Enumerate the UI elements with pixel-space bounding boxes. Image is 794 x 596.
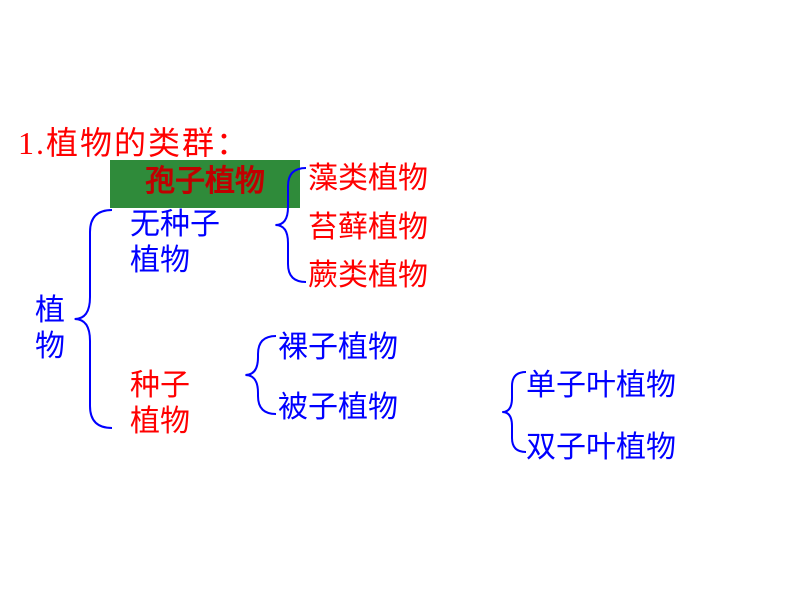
brace-b4 (502, 372, 526, 452)
brace-b3 (245, 336, 276, 414)
brace-layer (0, 0, 794, 596)
brace-b1 (75, 210, 112, 428)
brace-b2 (275, 168, 306, 282)
